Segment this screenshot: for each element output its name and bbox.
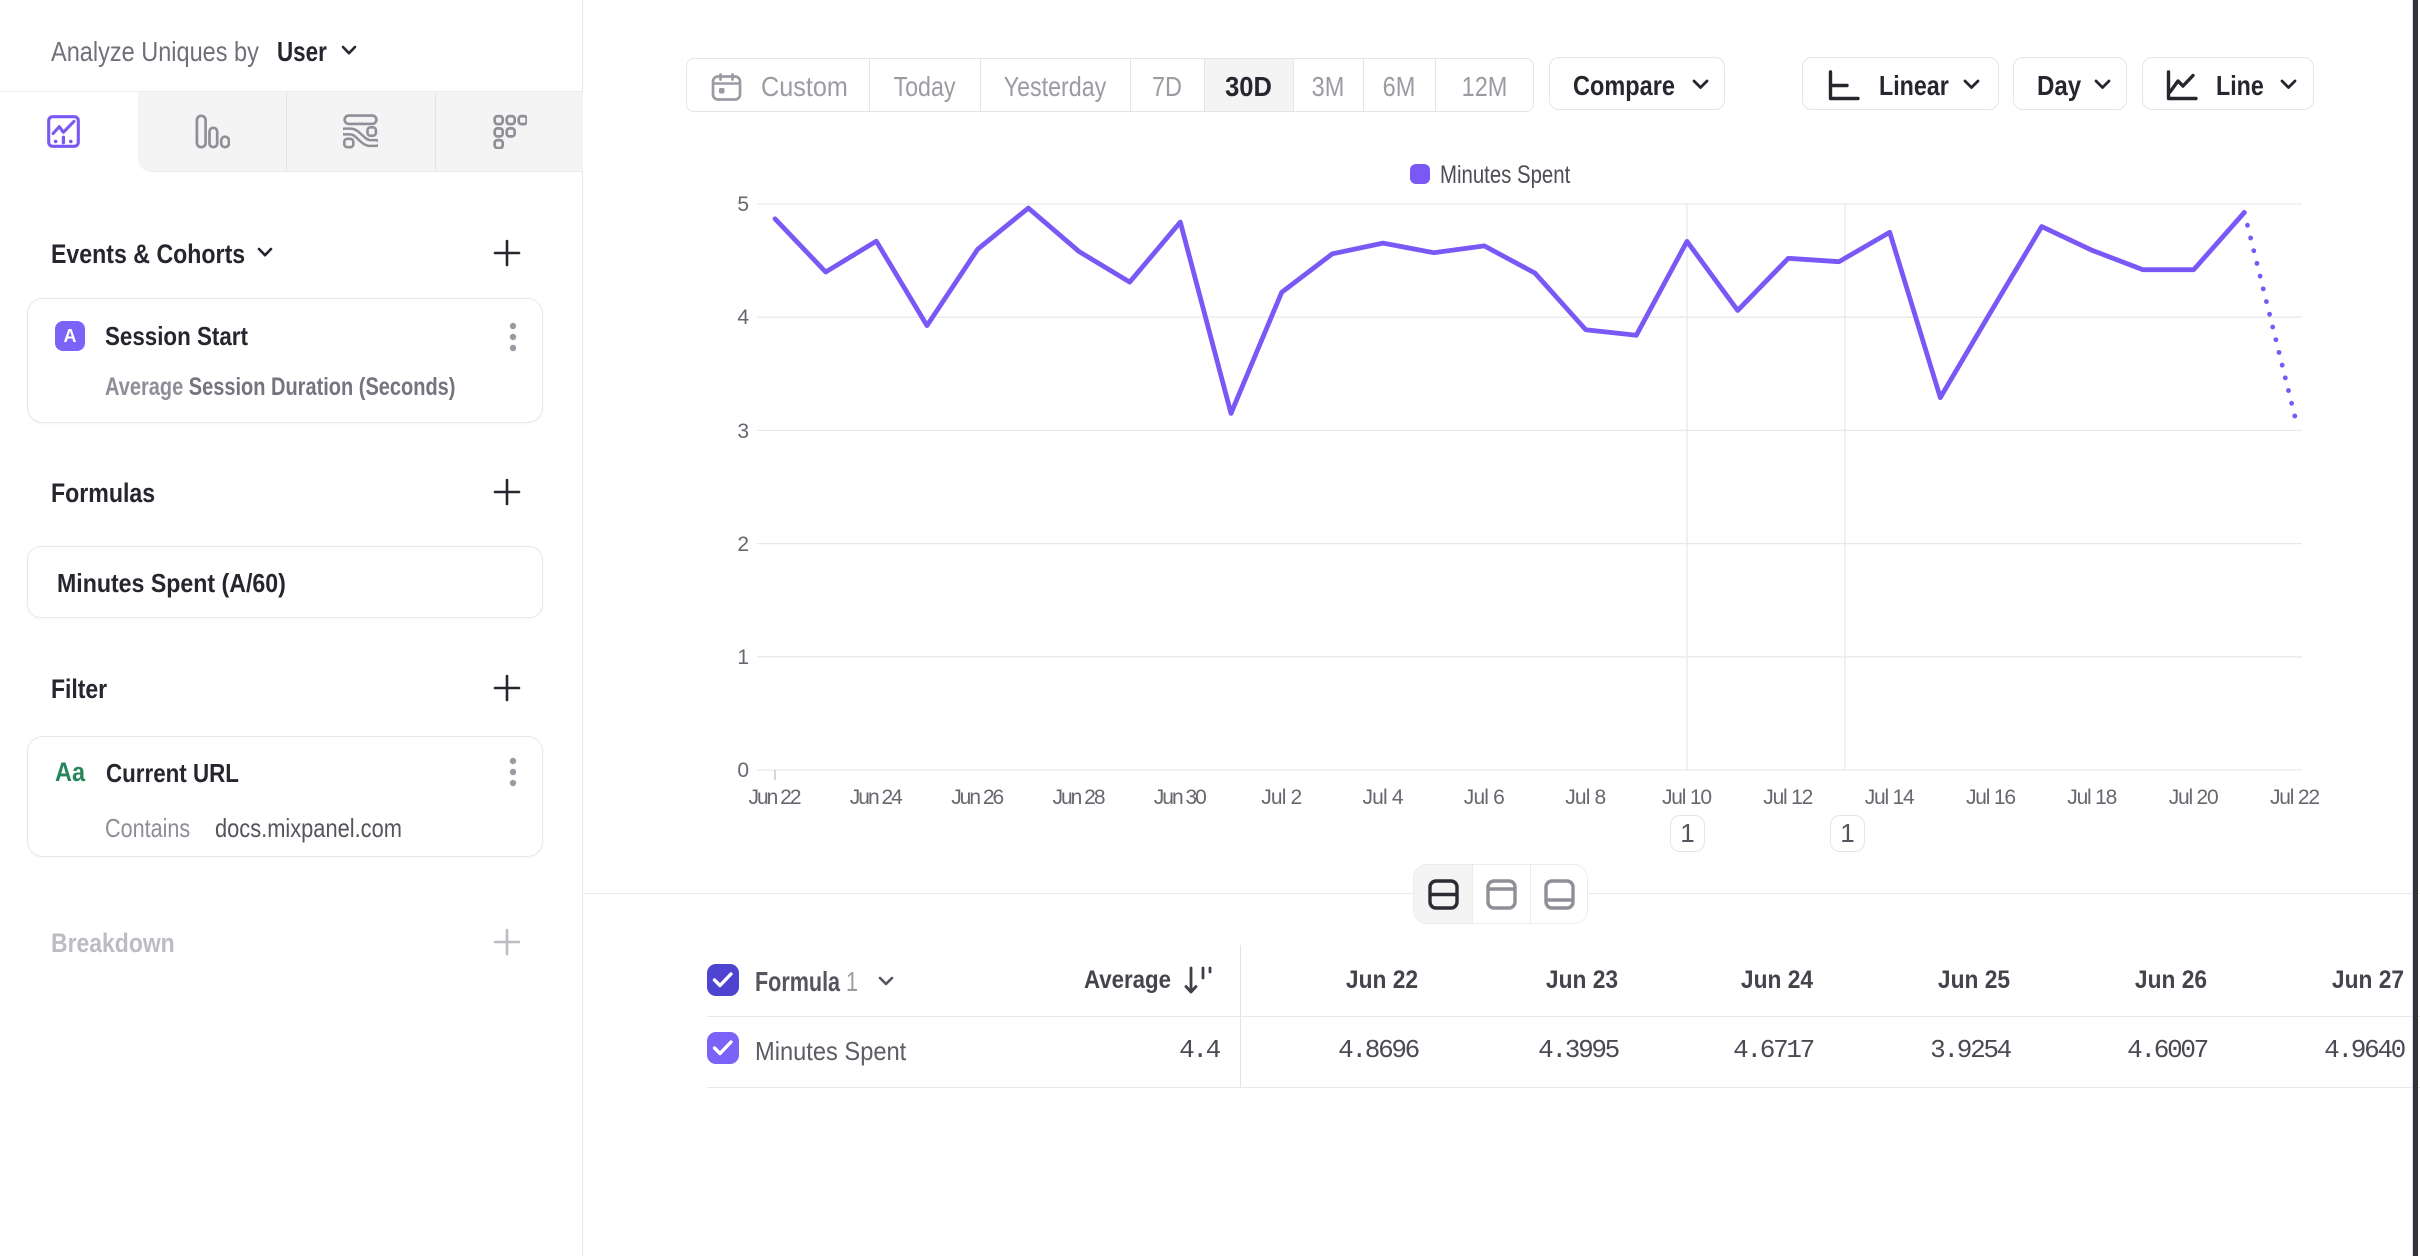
svg-text:Jun 22: Jun 22 <box>749 786 802 809</box>
svg-text:Jul 8: Jul 8 <box>1565 786 1606 809</box>
svg-text:4: 4 <box>737 306 749 329</box>
svg-text:0: 0 <box>737 759 749 782</box>
svg-text:Jul 20: Jul 20 <box>2169 786 2219 809</box>
svg-text:Jul 16: Jul 16 <box>1966 786 2016 809</box>
svg-text:3: 3 <box>737 420 749 443</box>
svg-text:Jul 22: Jul 22 <box>2270 786 2320 809</box>
svg-text:Jul 4: Jul 4 <box>1363 786 1404 809</box>
svg-text:Jul 10: Jul 10 <box>1662 786 1712 809</box>
svg-text:Jun 26: Jun 26 <box>951 786 1004 809</box>
svg-text:2: 2 <box>737 533 749 556</box>
svg-text:Jul 12: Jul 12 <box>1763 786 1813 809</box>
svg-text:Jun 30: Jun 30 <box>1154 786 1207 809</box>
svg-text:Jul 14: Jul 14 <box>1865 786 1915 809</box>
svg-text:Jul 6: Jul 6 <box>1464 786 1505 809</box>
svg-text:1: 1 <box>737 646 749 669</box>
svg-text:Jul 18: Jul 18 <box>2067 786 2117 809</box>
svg-text:5: 5 <box>737 193 749 216</box>
svg-text:Jun 28: Jun 28 <box>1053 786 1106 809</box>
svg-text:Jun 24: Jun 24 <box>850 786 903 809</box>
svg-text:Jul 2: Jul 2 <box>1261 786 1302 809</box>
